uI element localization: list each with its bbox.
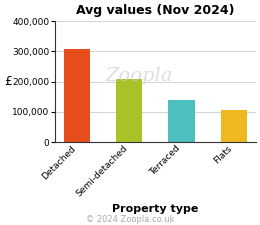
X-axis label: Property type: Property type	[112, 204, 199, 214]
Bar	[116, 79, 142, 142]
Y-axis label: £: £	[4, 75, 12, 88]
Title: Avg values (Nov 2024): Avg values (Nov 2024)	[76, 4, 235, 17]
Text: Zoopla: Zoopla	[106, 67, 173, 85]
Bar	[64, 49, 90, 142]
Bar	[221, 110, 247, 142]
Text: © 2024 Zoopla.co.uk: © 2024 Zoopla.co.uk	[86, 215, 174, 224]
Bar	[168, 100, 194, 142]
